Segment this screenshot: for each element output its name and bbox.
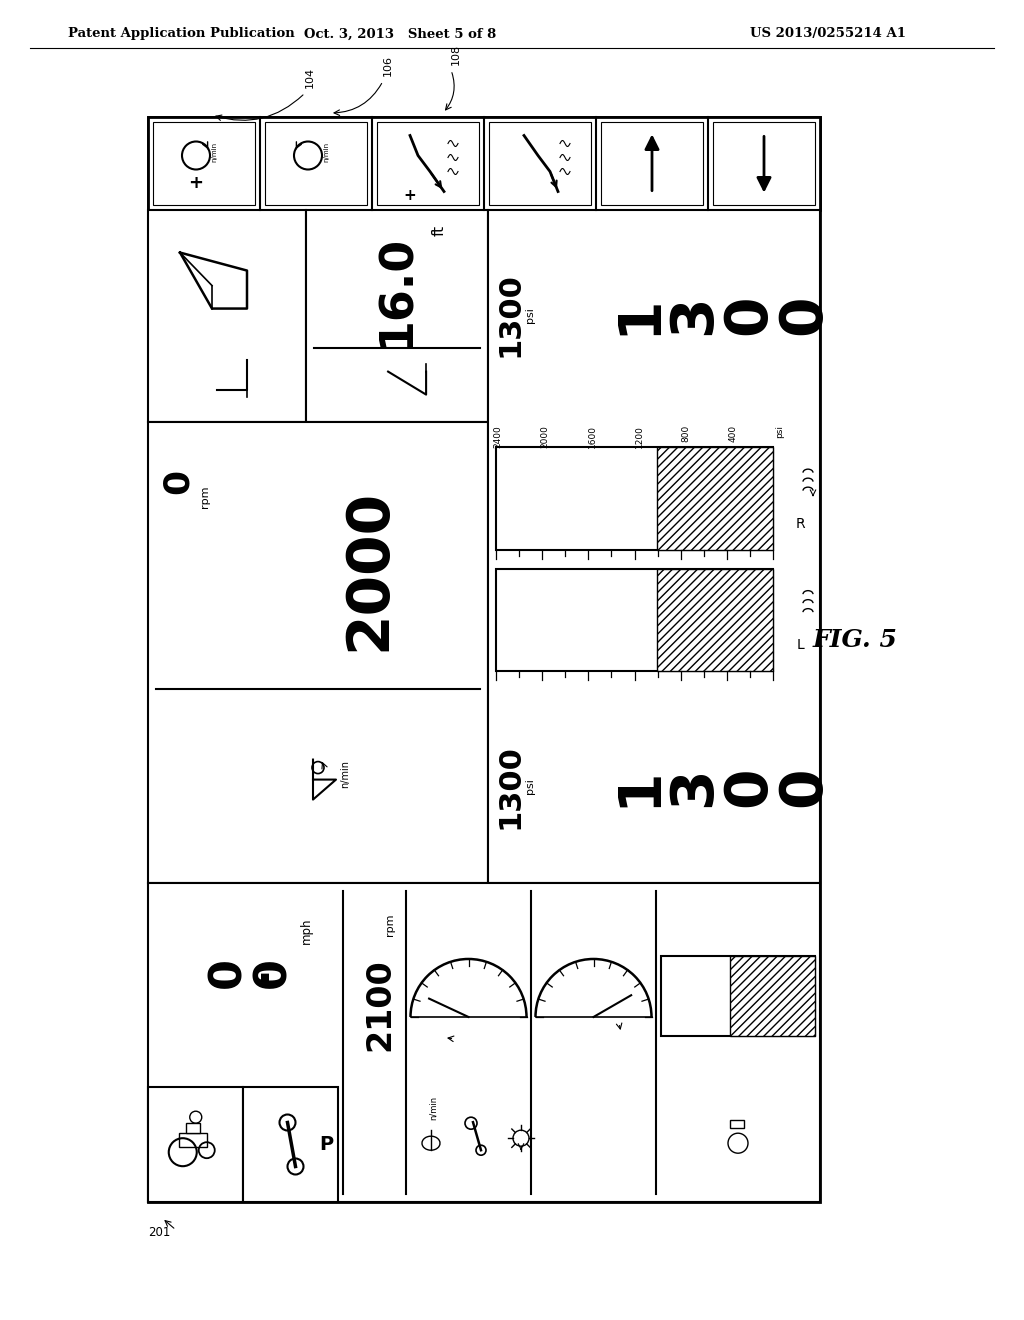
Bar [601,121,703,205]
Text: 106: 106 [383,55,393,77]
Text: 2000: 2000 [341,488,397,651]
Text: n/min: n/min [340,759,350,788]
Text: psi: psi [775,425,784,438]
Text: 108: 108 [451,44,461,65]
Text: 2400: 2400 [494,425,503,447]
Bar [377,121,479,205]
Bar [656,447,773,549]
Bar [148,210,306,422]
Bar [713,121,815,205]
Text: Oct. 3, 2013   Sheet 5 of 8: Oct. 3, 2013 Sheet 5 of 8 [304,28,496,41]
Text: 0: 0 [252,957,295,987]
Text: +: + [188,174,204,193]
Text: 0: 0 [161,470,195,495]
Text: ft: ft [431,224,446,236]
Text: P: P [318,1135,333,1154]
Bar [179,1133,207,1147]
Bar [148,117,820,210]
Text: US 2013/0255214 A1: US 2013/0255214 A1 [750,28,906,41]
Text: FIG. 5: FIG. 5 [813,628,897,652]
Text: 1: 1 [610,766,667,807]
Text: 800: 800 [682,425,690,442]
Bar [656,569,773,671]
Text: mph: mph [299,917,312,944]
Bar [265,121,367,205]
Bar [496,447,773,549]
Bar [148,117,820,1203]
Text: 0: 0 [207,957,250,987]
Text: .: . [231,964,274,981]
Text: 400: 400 [728,425,737,442]
Text: 1: 1 [610,294,667,335]
Bar [488,210,820,883]
Text: 0: 0 [775,294,831,335]
Text: 0: 0 [775,766,831,807]
Bar [185,1123,200,1133]
Text: 0: 0 [720,294,777,335]
Text: 1300: 1300 [496,272,524,358]
Bar [148,883,820,1203]
Bar [153,121,255,205]
Text: rpm: rpm [200,486,210,508]
Bar [496,569,773,671]
Text: 16.0: 16.0 [375,234,420,347]
Bar [489,121,591,205]
Text: +: + [403,187,417,203]
Bar [243,1086,338,1203]
Text: Patent Application Publication: Patent Application Publication [68,28,295,41]
Text: R: R [796,517,805,531]
Text: 1200: 1200 [635,425,643,447]
Text: 1300: 1300 [496,744,524,829]
Bar [662,956,815,1036]
Text: 0: 0 [720,766,777,807]
Text: 201: 201 [148,1225,170,1238]
Bar [148,1086,243,1203]
Text: 3: 3 [665,766,722,807]
Bar [306,210,488,422]
Text: n/min: n/min [323,141,329,161]
Text: rpm: rpm [385,913,395,936]
Text: 104: 104 [305,67,315,88]
Text: L: L [796,639,804,652]
Bar [730,956,815,1036]
Text: n/min: n/min [211,141,217,161]
Text: psi: psi [525,308,535,323]
Text: 2000: 2000 [541,425,550,447]
Text: 2100: 2100 [362,958,396,1051]
Bar [730,1121,744,1129]
Text: n/min: n/min [428,1096,437,1121]
Text: 1600: 1600 [588,425,597,447]
Text: 3: 3 [665,294,722,335]
Text: psi: psi [525,779,535,795]
Bar [148,422,488,883]
